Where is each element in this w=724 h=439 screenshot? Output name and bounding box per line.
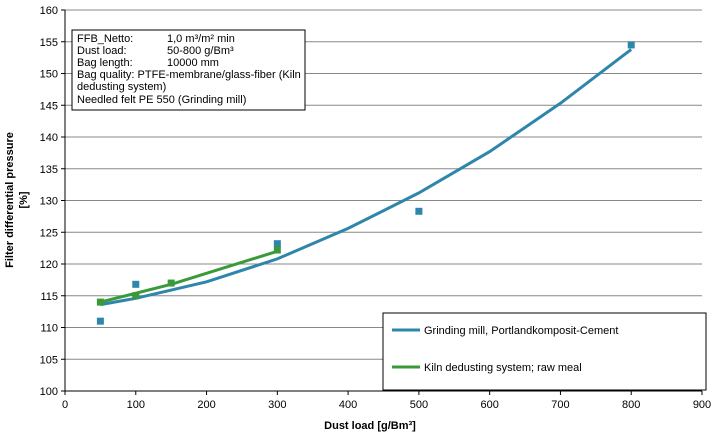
y-tick-label: 110	[40, 323, 58, 335]
axes	[61, 9, 703, 395]
y-tick-label: 120	[40, 259, 58, 271]
x-tick-label: 300	[268, 399, 286, 411]
x-tick-label: 400	[339, 399, 357, 411]
y-tick-label: 150	[40, 69, 58, 81]
y-tick-label: 115	[40, 291, 58, 303]
y-tick-label: 130	[40, 196, 58, 208]
y-tick-labels: 100 105 110 115 120 125 130 135 140 145 150 155 160	[40, 5, 58, 398]
y-tick-label: 155	[40, 37, 58, 49]
legend: Grinding mill, Portlandkomposit-Cement K…	[382, 312, 707, 391]
info-value: 1,0 m³/m² min	[167, 33, 235, 45]
x-tick-label: 200	[197, 399, 215, 411]
data-point-grinding-mill	[273, 240, 281, 248]
data-point-grinding-mill	[415, 207, 423, 215]
info-label: Bag length:	[77, 57, 133, 69]
data-point-grinding-mill	[132, 280, 140, 288]
info-label: FFB_Netto:	[77, 33, 133, 45]
info-label: Dust load:	[77, 45, 127, 57]
info-box: FFB_Netto: 1,0 m³/m² min Dust load: 50-8…	[71, 29, 306, 111]
info-box-frame	[71, 29, 306, 111]
legend-label-kiln-dedusting: Kiln dedusting system; raw meal	[424, 362, 582, 374]
y-tick-label: 125	[40, 227, 58, 239]
x-tick-label: 900	[693, 399, 711, 411]
data-points	[96, 41, 635, 325]
data-point-kiln-dedusting	[167, 279, 175, 287]
legend-label-grinding-mill: Grinding mill, Portlandkomposit-Cement	[424, 325, 618, 337]
y-tick-label: 145	[40, 100, 58, 112]
info-value: 50-800 g/Bm³	[167, 45, 234, 57]
y-tick-label: 135	[40, 164, 58, 176]
x-tick-label: 600	[480, 399, 498, 411]
x-tick-label: 100	[127, 399, 145, 411]
x-tick-label: 700	[551, 399, 569, 411]
y-tick-label: 105	[40, 354, 58, 366]
info-label: Bag quality: PTFE-membrane/glass-fiber (…	[77, 69, 301, 81]
data-point-kiln-dedusting	[273, 246, 281, 254]
y-axis-title-line2: [%]	[18, 191, 30, 208]
data-point-grinding-mill	[96, 317, 104, 325]
x-tick-label: 800	[622, 399, 640, 411]
info-label: Needled felt PE 550 (Grinding mill)	[77, 94, 246, 106]
y-axis-title-line1: Filter differential pressure	[4, 132, 16, 268]
x-tick-label: 500	[410, 399, 428, 411]
data-point-kiln-dedusting	[132, 292, 140, 300]
x-tick-label: 0	[62, 399, 68, 411]
y-tick-label: 140	[40, 132, 58, 144]
y-tick-label: 160	[40, 5, 58, 17]
data-point-grinding-mill	[627, 41, 635, 49]
legend-frame	[382, 312, 707, 391]
x-axis-title: Dust load [g/Bm³]	[324, 420, 416, 432]
x-tick-labels: 0 100 200 300 400 500 600 700 800 900	[62, 399, 711, 411]
info-value: 10000 mm	[167, 57, 219, 69]
y-tick-label: 100	[40, 386, 58, 398]
info-label: dedusting system)	[77, 81, 166, 93]
data-point-kiln-dedusting	[96, 298, 104, 306]
trend-line-grinding-mill	[100, 48, 633, 307]
